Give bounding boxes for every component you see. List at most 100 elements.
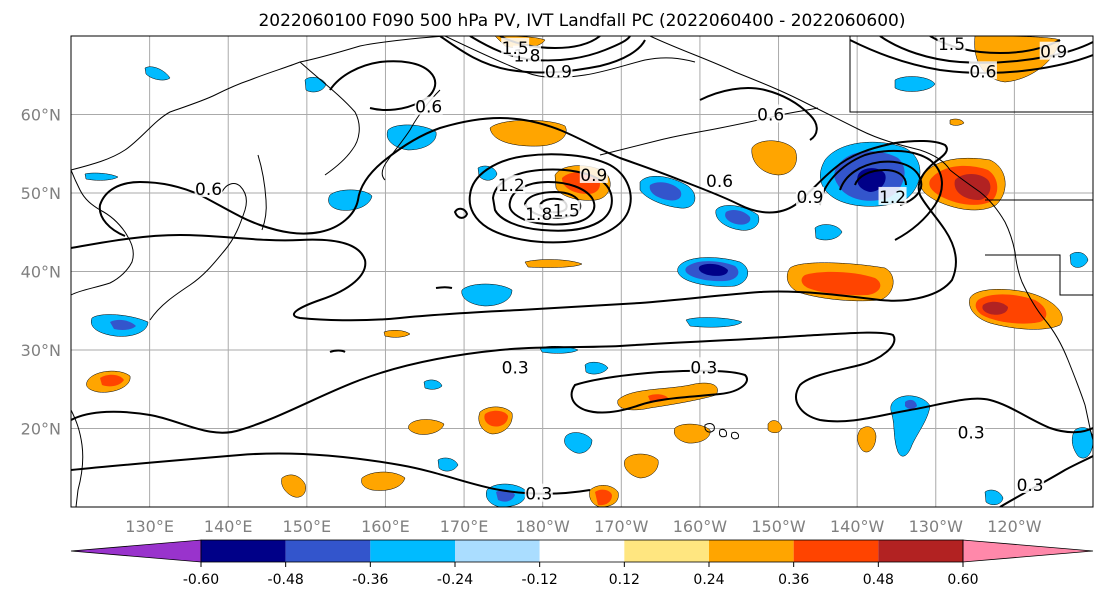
map-frame (70, 35, 1094, 508)
lat-tick-label: 20°N (21, 420, 61, 439)
lat-tick-label: 50°N (21, 184, 61, 203)
shade-neg-subtrop3-mid (496, 489, 515, 502)
contour-0.3-south (71, 331, 1093, 434)
contour-label: 0.9 (1040, 43, 1067, 63)
lon-tick-label: 170°E (440, 517, 489, 536)
shade-pos-small3 (767, 420, 783, 433)
contour-label-bg (1039, 41, 1068, 60)
coastlines (71, 36, 1093, 507)
lon-tick-label: 130°E (125, 517, 174, 536)
contour-label: 0.3 (958, 423, 985, 443)
shade-neg-subtrop5-mid (905, 399, 917, 409)
colorbar-segment (878, 540, 963, 562)
contour-0.6-main (71, 116, 957, 322)
shade-pos-south8 (857, 426, 877, 453)
contour-label-bg (524, 483, 553, 502)
contour-label-bg (689, 357, 718, 376)
shade-neg-coast-sw (1071, 427, 1093, 459)
shade-neg-kuril (328, 189, 373, 211)
contour-label-bg (497, 175, 526, 194)
contour-label-bg (501, 357, 530, 376)
contour-label-bg (968, 61, 997, 80)
colorbar-segment (285, 540, 371, 562)
coast-aleutians (599, 107, 819, 156)
coast-bering (444, 36, 696, 79)
colorbar-tick-label: -0.48 (268, 572, 304, 588)
coast-philippines (71, 409, 84, 507)
colorbar-extend-low (70, 539, 202, 563)
shade-neg-165w-mid (725, 209, 751, 225)
contour-1.2-gulf (839, 160, 923, 206)
shade-neg-coast-small (1069, 252, 1089, 268)
colorbar-segment (624, 540, 709, 562)
lon-tick-label: 160°W (673, 517, 728, 536)
shade-neg-subtrop2 (564, 432, 593, 454)
coast-hawaii (704, 423, 739, 440)
shade-neg-dateline (461, 283, 513, 307)
contour-label-bg (957, 422, 986, 441)
coast-us-west (1014, 251, 1093, 441)
colorbar-tick-label: 0.12 (609, 572, 640, 588)
contour-1.2-low (491, 168, 613, 232)
contour-label: 0.6 (706, 172, 733, 192)
shade-pos-japan-south-mid (100, 374, 124, 387)
contour-label-bg (937, 36, 966, 52)
shade-neg-alaska-north (894, 76, 936, 92)
colorbar-segment (793, 540, 879, 562)
shade-neg-subtrop1 (584, 361, 609, 375)
contour-label: 0.6 (969, 62, 996, 82)
lon-tick-label: 180°W (516, 517, 571, 536)
lon-tick-label: 150°W (751, 517, 806, 536)
contour-label-bg (878, 186, 907, 205)
lon-tick-label: 160°E (361, 517, 410, 536)
contour-0.9-low (468, 153, 632, 244)
colorbar-tick-label: -0.12 (522, 572, 558, 588)
contour-label: 0.9 (580, 166, 607, 186)
contour-label-bg (705, 171, 734, 190)
contour-label: 0.3 (1017, 476, 1044, 496)
shade-neg-west-tiny (423, 379, 443, 390)
contour-labels: 1.81.50.91.5 0.90.60.6 0.60.91.21.8 1.50.60… (194, 35, 1068, 505)
colorbar-tick-label: 0.36 (778, 572, 809, 588)
shade-neg-west-small (84, 172, 119, 181)
shade-pos-south2-mid (484, 410, 508, 427)
contour-label: 0.3 (502, 358, 529, 378)
shade-pos-south5 (361, 471, 406, 491)
colorbar-segment (709, 540, 794, 562)
contour-label: 0.6 (757, 106, 784, 126)
shade-neg-japan-east-mid (110, 319, 136, 330)
lon-tick-label: 140°E (204, 517, 253, 536)
colorbar-tick-label: -0.60 (183, 572, 219, 588)
contour-label-bg (414, 96, 443, 115)
lon-tick-label: 170°W (594, 517, 649, 536)
contour-0.6-alaska (699, 87, 818, 141)
lat-tick-label: 30°N (21, 341, 61, 360)
pv-contours (71, 36, 1093, 507)
contour-label: 1.5 (502, 39, 529, 59)
contour-label: 1.5 (938, 35, 965, 55)
lon-tick-label: 120°W (987, 517, 1042, 536)
shade-pos-small4 (949, 118, 965, 126)
colorbar-segment (370, 540, 455, 562)
shade-pos-central-mid (801, 271, 881, 296)
shade-neg-nw-small (144, 66, 171, 81)
colorbar-tick-label: 0.24 (693, 572, 724, 588)
colorbar-frame (200, 539, 964, 563)
shade-pos-california-mid (975, 294, 1047, 324)
contour-1.5-gulf (854, 168, 907, 186)
colorbar-segment (201, 540, 286, 562)
colorbar-tick-label: 0.48 (863, 572, 894, 588)
shade-pos-150w (751, 140, 797, 176)
map-title: 2022060100 F090 500 hPa PV, IVT Landfall… (258, 11, 905, 31)
colorbar-segment (539, 540, 625, 562)
contour-label-bg (552, 200, 581, 219)
contour-label-bg (524, 204, 553, 223)
coast-alaska (649, 36, 951, 171)
coast-canada-border (849, 36, 1093, 296)
contour-label: 0.6 (415, 98, 442, 118)
contour-label: 0.9 (545, 62, 572, 82)
coast-sakhalin (257, 154, 267, 231)
coast-korea-china (71, 169, 134, 296)
contour-north-upper2 (469, 36, 631, 62)
lon-tick-label: 150°E (283, 517, 332, 536)
